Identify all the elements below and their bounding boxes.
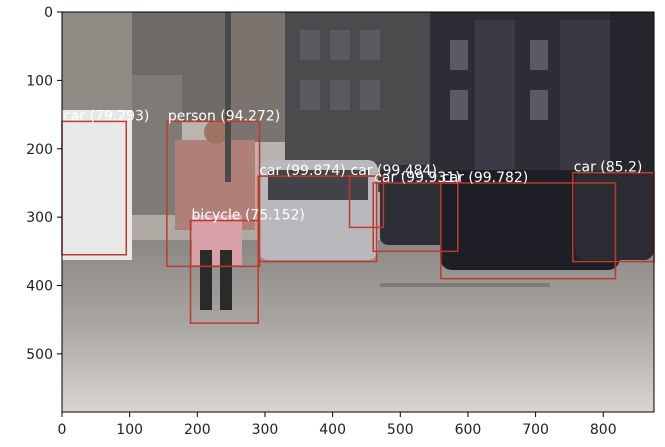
x-tick-label: 0 [58,422,67,438]
x-tick-label: 100 [116,422,143,438]
detection-label: car (85.2) [574,160,643,176]
detection-box [348,175,385,229]
x-tick-label: 400 [319,422,346,438]
x-tick-label: 200 [184,422,211,438]
street-photo [62,12,654,412]
x-tick-label: 800 [590,422,617,438]
y-tick-label: 300 [26,210,53,226]
y-axis: 0 100 200 300 400 500 [26,5,62,363]
detection-box [257,175,378,263]
detection-label: car (99.782) [442,170,528,186]
detection-label: bicycle (75.152) [192,208,305,224]
detection-box [189,219,259,324]
x-tick-label: 500 [387,422,414,438]
y-tick-label: 500 [26,347,53,363]
detection-label: person (94.272) [168,108,280,124]
detection-label: car (99.484) [351,163,437,179]
detection-layer: car (79.293) person (94.272) car (99.874) c… [61,108,655,324]
y-tick-label: 200 [26,142,53,158]
x-tick-label: 600 [455,422,482,438]
detection-box [372,182,459,253]
x-axis: 0 100 200 300 400 500 600 700 800 [58,412,617,438]
y-tick-label: 400 [26,279,53,295]
x-tick-label: 700 [522,422,549,438]
detection-label: car (79.293) [63,108,149,124]
detection-box [440,182,617,280]
y-tick-label: 100 [26,73,53,89]
axes-frame [61,11,655,413]
detection-label: car (99.931) [374,170,460,186]
x-tick-label: 300 [252,422,279,438]
detection-box [166,120,261,268]
detection-label: car (99.874) [259,163,345,179]
y-tick-label: 0 [44,5,53,21]
